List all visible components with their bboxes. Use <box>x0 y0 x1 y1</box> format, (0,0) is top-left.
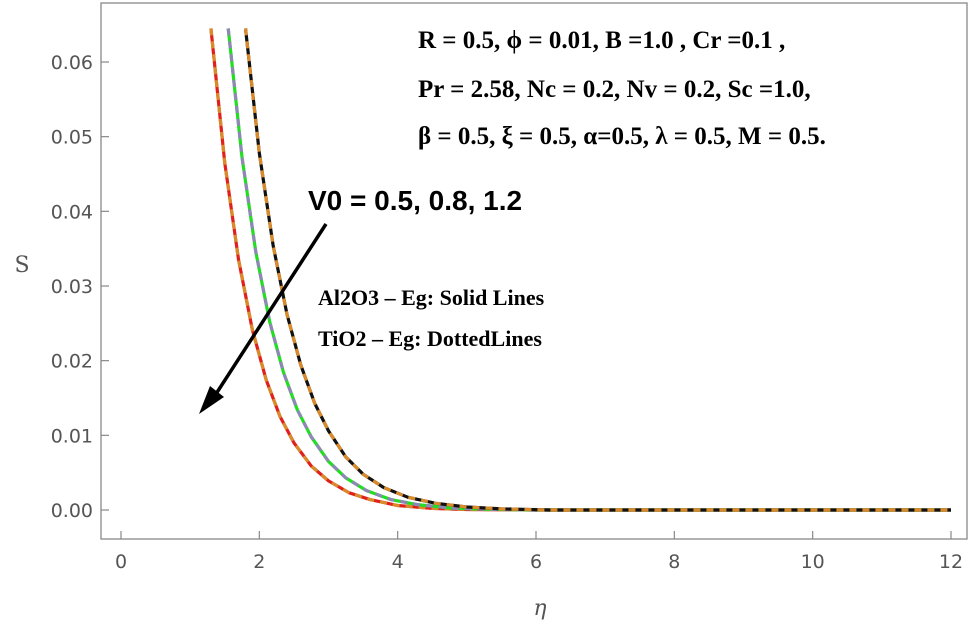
y-tick-label: 0.02 <box>51 351 93 373</box>
arrow-head <box>199 386 224 414</box>
legend-solid-lines: Al2O3 – Eg: Solid Lines <box>318 285 545 310</box>
y-axis-title: S <box>14 253 29 278</box>
y-tick-label: 0.06 <box>51 52 93 74</box>
x-tick-label: 12 <box>939 551 963 573</box>
y-tick-label: 0.04 <box>51 201 93 223</box>
params-line-2: Pr = 2.58, Nc = 0.2, Nv = 0.2, Sc =1.0, <box>418 76 811 103</box>
x-tick-label: 4 <box>392 551 404 573</box>
x-axis-title: η <box>533 596 546 621</box>
arrow-shaft <box>212 223 328 398</box>
y-tick-label: 0.00 <box>51 500 93 522</box>
x-tick-label: 8 <box>668 551 680 573</box>
data-lines <box>209 28 951 512</box>
plot-frame <box>100 2 968 540</box>
v0-annotation: V0 = 0.5, 0.8, 1.2 <box>308 185 522 216</box>
x-tick-label: 10 <box>801 551 825 573</box>
params-line-3: β = 0.5, ξ = 0.5, α=0.5, λ = 0.5, M = 0.… <box>418 123 826 150</box>
tick-labels: 0 2 4 6 8 10 12 0.00 0.01 0.02 0.03 0.04 0.05 0.06 <box>51 52 963 573</box>
y-tick-label: 0.05 <box>51 127 93 149</box>
y-tick-label: 0.03 <box>51 276 93 298</box>
series-line-dashed-v0-0-5 <box>209 28 951 512</box>
arrow-annotation <box>199 223 328 414</box>
params-line-1: R = 0.5, ϕ = 0.01, B =1.0 , Cr =0.1 , <box>418 27 785 54</box>
tick-marks <box>101 61 952 539</box>
x-tick-label: 6 <box>530 551 542 573</box>
x-tick-label: 2 <box>253 551 265 573</box>
x-tick-label: 0 <box>115 551 127 573</box>
series-line-dashed-v0-1-2 <box>243 28 951 512</box>
y-tick-label: 0.01 <box>51 425 93 447</box>
legend-dotted-lines: TiO2 – Eg: DottedLines <box>318 326 542 351</box>
